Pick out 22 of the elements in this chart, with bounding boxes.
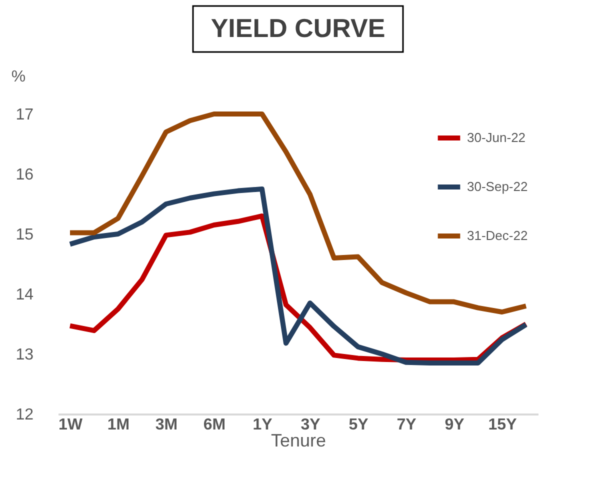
chart-title: YIELD CURVE (210, 13, 386, 43)
x-axis-title: Tenure (270, 430, 326, 450)
x-tick-label: 9Y (444, 416, 465, 434)
x-tick-label: 3M (155, 416, 178, 434)
x-tick-label: 5Y (348, 416, 369, 434)
y-tick-label: 15 (16, 226, 34, 244)
legend-label: 30-Sep-22 (467, 179, 528, 194)
y-tick-label: 16 (16, 166, 34, 184)
x-tick-label: 3Y (300, 416, 321, 434)
y-tick-label: 12 (16, 406, 34, 424)
legend-label: 30-Jun-22 (467, 130, 526, 145)
x-tick-label: 1Y (252, 416, 273, 434)
x-tick-label: 15Y (488, 416, 518, 434)
x-tick-label: 1W (58, 416, 84, 434)
y-tick-label: 17 (16, 106, 34, 124)
y-axis-title: % (11, 68, 26, 86)
legend-label: 31-Dec-22 (467, 228, 528, 243)
x-tick-label: 1M (107, 416, 130, 434)
y-tick-label: 14 (16, 286, 34, 304)
y-tick-label: 13 (16, 346, 34, 364)
x-tick-label: 6M (203, 416, 226, 434)
x-tick-label: 7Y (396, 416, 417, 434)
